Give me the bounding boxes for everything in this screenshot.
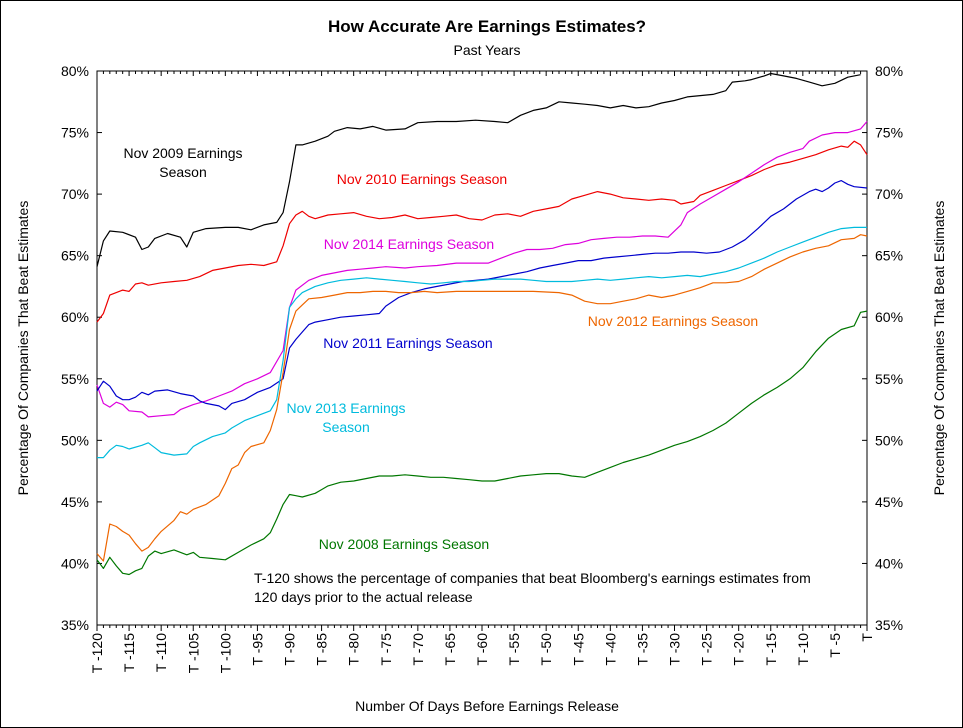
y-axis-label-right: Percentage Of Companies That Beat Estima… (931, 201, 947, 496)
x-tick-label: T -25 (699, 633, 715, 666)
annotation-label: Nov 2013 Earnings (286, 400, 405, 416)
x-tick-label: T -15 (763, 633, 779, 666)
x-tick-label: T -50 (538, 633, 554, 666)
chart-title: How Accurate Are Earnings Estimates? (328, 17, 646, 36)
y-tick-label-left: 35% (61, 617, 89, 633)
series-line-nov-2011-earnings-season (96, 180, 868, 411)
x-tick-label: T -5 (827, 633, 843, 658)
y-tick-label-right: 80% (875, 63, 903, 79)
x-tick-label: T -115 (121, 633, 137, 672)
annotation-label: Nov 2008 Earnings Season (319, 536, 489, 552)
y-tick-label-left: 70% (61, 186, 89, 202)
x-tick-label: T -120 (89, 633, 105, 673)
annotation-label: Nov 2009 Earnings (123, 145, 242, 161)
x-tick-label: T -90 (282, 633, 298, 666)
y-tick-label-left: 45% (61, 494, 89, 510)
y-tick-label-right: 70% (875, 186, 903, 202)
annotation-label: Nov 2012 Earnings Season (588, 313, 758, 329)
x-tick-label: T -10 (795, 633, 811, 666)
x-tick-label: T -55 (506, 633, 522, 666)
series-line-nov-2014-earnings-season (96, 121, 868, 418)
x-tick-label: T -80 (346, 633, 362, 666)
annotation-label: 120 days prior to the actual release (254, 589, 473, 605)
y-tick-label-left: 50% (61, 432, 89, 448)
annotation-label: Nov 2010 Earnings Season (337, 171, 507, 187)
y-tick-label-left: 55% (61, 371, 89, 387)
x-tick-label: T -20 (731, 633, 747, 666)
y-tick-label-right: 35% (875, 617, 903, 633)
x-tick-label: T -60 (474, 633, 490, 666)
x-tick-label: T -110 (153, 633, 169, 672)
annotation-label: Nov 2011 Earnings Season (323, 335, 492, 351)
x-tick-label: T -75 (378, 633, 394, 666)
y-tick-label-right: 50% (875, 432, 903, 448)
x-tick-label: T -35 (634, 633, 650, 666)
series-line-nov-2013-earnings-season (97, 226, 867, 459)
x-tick-label: T -70 (410, 633, 426, 666)
x-tick-label: T -30 (667, 633, 683, 666)
x-tick-label: T -100 (217, 633, 233, 673)
x-tick-label: T -40 (602, 633, 618, 666)
x-tick-label: T -105 (185, 633, 201, 673)
annotation-label: T-120 shows the percentage of companies … (254, 570, 811, 586)
y-tick-label-left: 60% (61, 309, 89, 325)
x-tick-label: T -45 (570, 633, 586, 666)
x-tick-label: T (859, 633, 875, 642)
x-axis-label: Number Of Days Before Earnings Release (355, 698, 619, 714)
annotation-label: Nov 2014 Earnings Season (324, 236, 494, 252)
y-tick-label-right: 60% (875, 309, 903, 325)
y-tick-label-left: 80% (61, 63, 89, 79)
series-line-nov-2012-earnings-season (96, 234, 868, 562)
y-tick-label-right: 65% (875, 248, 903, 264)
y-tick-label-left: 75% (61, 125, 89, 141)
series-line-nov-2009-earnings-season (96, 72, 861, 267)
y-tick-label-right: 40% (875, 555, 903, 571)
annotation-label: Season (159, 164, 206, 180)
x-tick-label: T -85 (314, 633, 330, 666)
annotation-label: Season (322, 419, 369, 435)
series-line-nov-2008-earnings-season (96, 310, 868, 576)
x-tick-label: T -95 (249, 633, 265, 666)
x-tick-label: T -65 (442, 633, 458, 666)
y-tick-label-right: 45% (875, 494, 903, 510)
y-tick-label-right: 55% (875, 371, 903, 387)
y-tick-label-right: 75% (875, 125, 903, 141)
y-tick-label-left: 65% (61, 248, 89, 264)
y-tick-label-left: 40% (61, 555, 89, 571)
series-line-nov-2010-earnings-season (96, 140, 868, 323)
chart-subtitle: Past Years (454, 42, 521, 58)
y-axis-label-left: Percentage Of Companies That Beat Estima… (15, 201, 31, 496)
